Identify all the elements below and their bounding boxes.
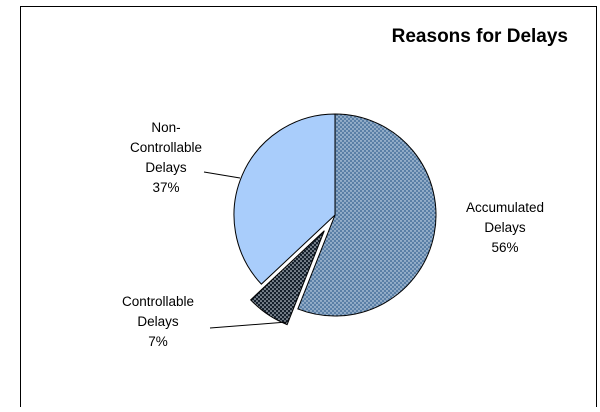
slice-name-line-controllable-delays: Controllable (122, 294, 194, 309)
pie-slice-controllable-delays (249, 230, 325, 326)
slice-label-controllable-delays: Controllable Delays 7% (122, 294, 194, 349)
slice-label-accumulated-delays: Accumulated Delays 56% (466, 200, 544, 255)
slice-labels: Accumulated Delays 56% Controllable Delays 7%… (122, 120, 544, 349)
slice-name-line-accumulated-delays: Delays (484, 220, 526, 235)
leader-lines (203, 171, 288, 329)
pie-slice-non-controllable-delays (233, 113, 336, 285)
slice-percent-accumulated-delays: 56% (491, 240, 518, 255)
slice-label-non-controllable-delays: Non- Controllable Delays 37% (130, 120, 202, 195)
slice-percent-non-controllable-delays: 37% (152, 180, 179, 195)
slice-name-line-non-controllable-delays: Controllable (130, 140, 202, 155)
leader-line-non-controllable-delays (203, 171, 241, 179)
slice-name-line-accumulated-delays: Accumulated (466, 200, 544, 215)
slice-name-line-non-controllable-delays: Delays (145, 160, 187, 175)
slice-name-line-non-controllable-delays: Non- (151, 120, 180, 135)
slice-name-line-controllable-delays: Delays (137, 314, 179, 329)
pie-slice-accumulated-delays (297, 113, 437, 317)
leader-line-controllable-delays (209, 321, 288, 329)
chart-title: Reasons for Delays (392, 26, 568, 47)
pie-slices (233, 113, 437, 326)
slice-percent-controllable-delays: 7% (148, 334, 168, 349)
